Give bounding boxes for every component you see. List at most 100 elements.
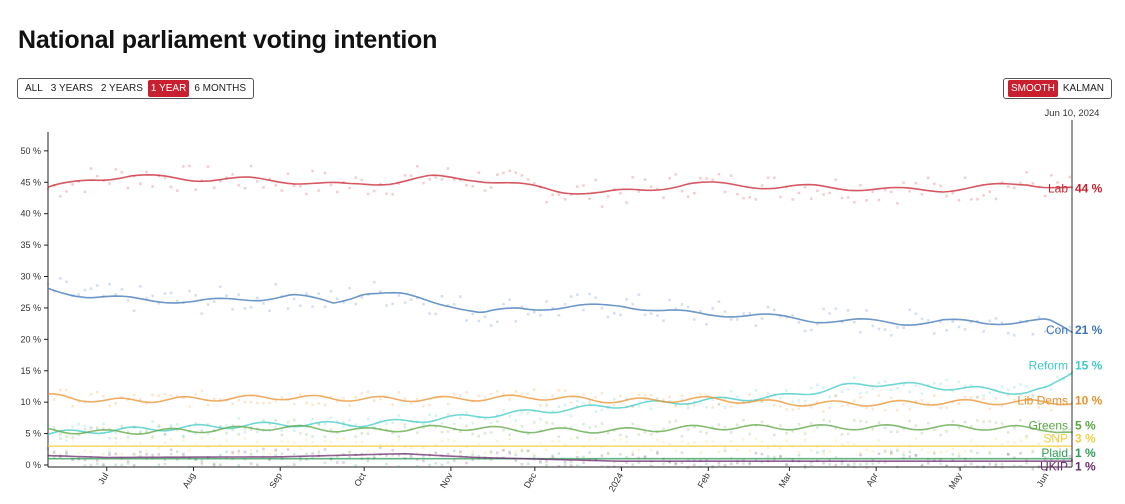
poll-dot-lib-dems <box>59 388 62 392</box>
poll-dot-greens <box>834 427 838 430</box>
poll-dot-reform <box>65 439 68 443</box>
x-tick-label: Jul <box>96 471 110 486</box>
poll-dot-snp <box>237 452 241 456</box>
poll-dot-greens <box>151 435 154 438</box>
poll-dot-reform <box>483 417 487 421</box>
poll-dot-snp <box>249 448 253 452</box>
poll-dot-plaid <box>354 464 358 467</box>
poll-dot-reform <box>348 418 351 422</box>
poll-dot-lab <box>440 178 444 181</box>
poll-dot-lab <box>280 189 284 192</box>
poll-dot-greens <box>883 426 887 430</box>
poll-dot-lab <box>662 196 665 199</box>
poll-dot-snp <box>212 437 216 441</box>
poll-dot-ukip <box>1068 454 1072 458</box>
poll-dot-con <box>532 310 536 314</box>
poll-dot-greens <box>865 420 868 424</box>
poll-dot-lib-dems <box>145 402 148 405</box>
poll-dot-reform <box>643 397 647 401</box>
poll-dot-lab <box>360 178 364 182</box>
poll-dot-snp <box>939 451 942 454</box>
poll-dot-con <box>1031 332 1035 336</box>
poll-dot-snp <box>139 442 142 445</box>
poll-dot-ukip <box>754 451 758 455</box>
poll-dot-con <box>791 314 795 317</box>
poll-dot-snp <box>797 450 801 454</box>
poll-dot-snp <box>496 439 499 443</box>
poll-dot-snp <box>846 441 850 445</box>
range-button-3-years[interactable]: 3 YEARS <box>50 83 93 94</box>
poll-dot-lib-dems <box>920 399 924 402</box>
poll-dot-ukip <box>255 463 259 467</box>
poll-dot-snp <box>926 451 930 454</box>
poll-dot-reform <box>243 430 247 434</box>
poll-dot-con <box>434 312 438 316</box>
poll-dot-greens <box>416 431 419 435</box>
poll-dot-greens <box>723 425 727 429</box>
poll-dot-plaid <box>785 463 788 467</box>
poll-dot-lab <box>816 189 819 193</box>
poll-dot-lib-dems <box>108 404 111 407</box>
poll-dot-ukip <box>600 454 604 458</box>
poll-dot-snp <box>440 439 444 443</box>
poll-dot-con <box>416 296 419 300</box>
poll-dot-plaid <box>126 462 130 465</box>
poll-dot-lib-dems <box>939 406 942 410</box>
poll-dot-plaid <box>132 453 136 456</box>
poll-dot-lab <box>600 205 604 208</box>
poll-dot-plaid <box>446 461 450 464</box>
poll-dot-reform <box>385 422 388 425</box>
poll-dot-reform <box>779 396 782 400</box>
poll-dot-con <box>65 280 68 284</box>
poll-dot-lib-dems <box>465 391 468 394</box>
poll-dot-lab <box>692 191 696 195</box>
poll-dot-ukip <box>520 462 524 466</box>
poll-dot-lab <box>108 182 111 185</box>
poll-dot-con <box>637 293 641 297</box>
poll-dot-plaid <box>631 463 635 466</box>
poll-dot-con <box>366 293 370 297</box>
poll-dot-lab <box>329 183 333 187</box>
poll-dot-lib-dems <box>539 404 542 407</box>
range-button-1-year[interactable]: 1 YEAR <box>147 80 190 97</box>
poll-dot-lib-dems <box>982 397 985 401</box>
poll-dot-greens <box>988 420 992 423</box>
poll-dot-con <box>828 312 832 315</box>
poll-dot-lab <box>1056 181 1059 184</box>
method-button-kalman[interactable]: KALMAN <box>1062 83 1104 94</box>
poll-dot-con <box>169 291 173 295</box>
poll-dot-lab <box>957 199 961 202</box>
range-button-6-months[interactable]: 6 MONTHS <box>194 83 246 94</box>
poll-dot-con <box>742 312 745 315</box>
poll-dot-lab <box>1013 186 1016 190</box>
poll-dot-ukip <box>957 466 961 470</box>
poll-dot-ukip <box>299 456 302 459</box>
poll-dot-con <box>951 320 955 323</box>
poll-dot-greens <box>853 419 856 422</box>
poll-dot-ukip <box>908 455 912 458</box>
x-tick-label: Feb <box>696 471 712 489</box>
method-button-smooth[interactable]: SMOOTH <box>1007 80 1058 97</box>
range-button-2-years[interactable]: 2 YEARS <box>100 83 143 94</box>
poll-dot-con <box>311 305 314 308</box>
poll-dot-greens <box>557 435 561 438</box>
poll-dot-plaid <box>933 452 936 455</box>
poll-dot-lib-dems <box>188 405 191 408</box>
poll-dot-reform <box>163 432 167 436</box>
poll-dot-ukip <box>545 460 548 463</box>
poll-dot-greens <box>175 428 179 432</box>
poll-dot-lib-dems <box>994 397 998 400</box>
poll-dot-greens <box>163 433 167 436</box>
poll-dot-snp <box>163 441 167 444</box>
poll-dot-plaid <box>428 463 431 467</box>
poll-dot-snp <box>89 450 93 454</box>
poll-dot-reform <box>452 422 456 426</box>
poll-dot-lab <box>619 191 622 195</box>
x-tick-label: Mar <box>777 471 793 489</box>
poll-dot-greens <box>1056 437 1059 441</box>
poll-dot-greens <box>391 431 394 435</box>
poll-dot-lab <box>255 179 259 183</box>
range-button-all[interactable]: ALL <box>25 83 43 94</box>
poll-dot-lab <box>889 190 893 194</box>
poll-dot-reform <box>877 381 881 385</box>
